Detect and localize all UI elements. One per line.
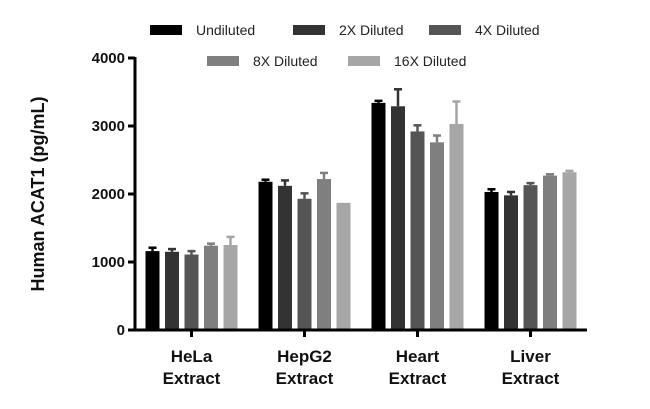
y-tick-label: 3000 — [92, 118, 125, 135]
y-tick-label: 0 — [117, 322, 125, 339]
x-tick-label: Heart — [396, 347, 440, 366]
x-tick-label: Extract — [389, 369, 447, 388]
bar — [297, 198, 312, 330]
bar — [410, 131, 425, 330]
legend-swatch — [293, 25, 325, 35]
bar — [278, 185, 292, 330]
legend-swatch — [348, 56, 380, 66]
bar — [145, 251, 160, 330]
bar — [317, 179, 331, 330]
bar — [430, 142, 444, 330]
legend-label: 4X Diluted — [475, 22, 540, 38]
axes-layer: 0 1000 2000 3000 4000 HeLa Extract HepG2 Extract… — [92, 50, 587, 388]
bar — [336, 202, 351, 330]
bar — [484, 191, 499, 330]
y-axis-title: Human ACAT1 (pg/mL) — [28, 97, 48, 292]
legend-swatch — [429, 25, 461, 35]
bar — [543, 175, 557, 330]
x-tick-label: HepG2 — [277, 347, 332, 366]
y-tick-label: 4000 — [92, 50, 125, 67]
bar — [184, 254, 199, 330]
y-tick-label: 2000 — [92, 186, 125, 203]
x-tick-label: Extract — [163, 369, 221, 388]
bar — [258, 181, 273, 330]
bar — [391, 106, 405, 330]
bar — [371, 102, 386, 330]
legend: Undiluted 2X Diluted 4X Diluted 8X Diluted 1… — [150, 22, 540, 69]
bar — [449, 123, 464, 331]
bar — [523, 185, 538, 330]
legend-label: Undiluted — [196, 22, 255, 38]
bar — [562, 172, 577, 330]
x-tick-label: HeLa — [171, 347, 213, 366]
bar — [165, 251, 179, 330]
bar — [504, 195, 518, 330]
x-tick-label: Extract — [276, 369, 334, 388]
x-tick-label: Extract — [502, 369, 560, 388]
legend-swatch — [150, 25, 182, 35]
bar — [223, 245, 238, 330]
legend-label: 2X Diluted — [339, 22, 404, 38]
x-tick-label: Liver — [510, 347, 551, 366]
y-tick-label: 1000 — [92, 254, 125, 271]
bar — [204, 245, 218, 330]
legend-swatch — [207, 56, 239, 66]
bars-layer — [145, 88, 577, 331]
legend-label: 16X Diluted — [394, 53, 466, 69]
legend-label: 8X Diluted — [253, 53, 318, 69]
